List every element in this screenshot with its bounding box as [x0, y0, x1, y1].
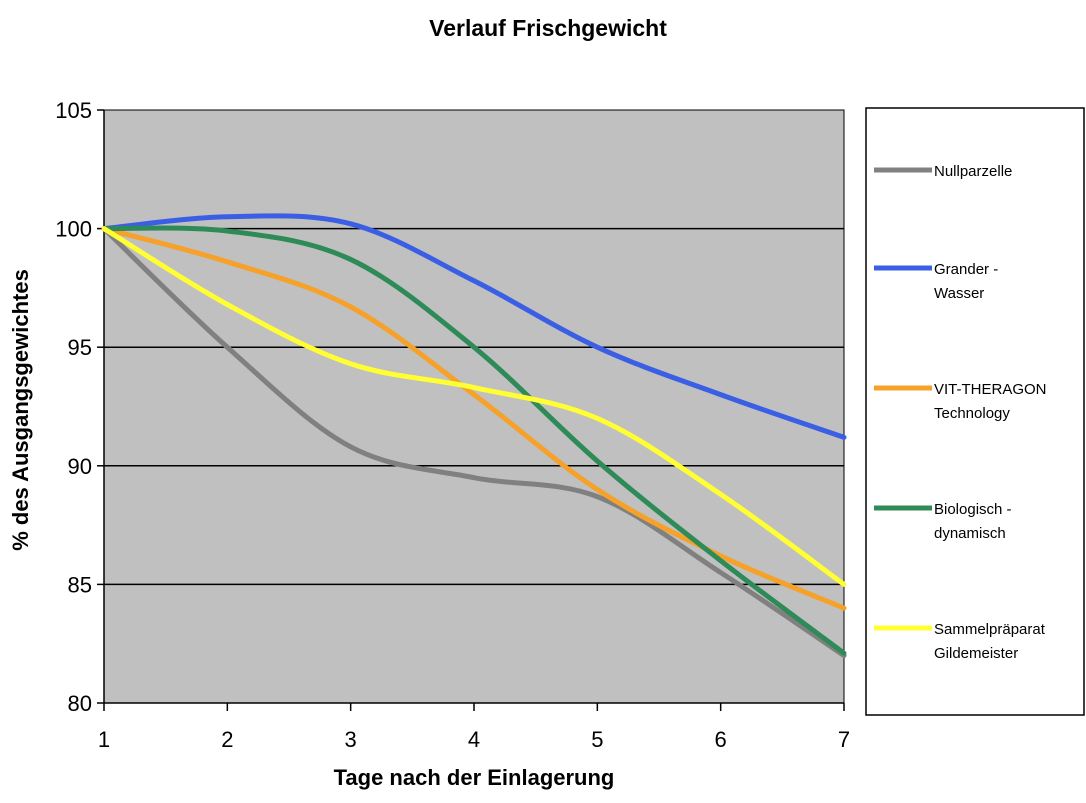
x-axis-title: Tage nach der Einlagerung: [334, 765, 615, 790]
legend-label-4-1: Biologisch -: [934, 501, 1012, 518]
legend: Nullparzelle Grander - Wasser VIT-THERAGON T…: [874, 163, 1047, 662]
legend-label-1-1: Nullparzelle: [934, 163, 1012, 180]
legend-label-2-1: Grander -: [934, 261, 998, 278]
legend-box: [865, 107, 1085, 716]
y-tick-label-90: 90: [68, 454, 92, 479]
x-tick-label-1: 1: [98, 727, 110, 752]
y-tick-label-80: 80: [68, 691, 92, 716]
series-line-4: [101, 225, 847, 656]
y-tick-label-105: 105: [55, 98, 92, 123]
x-tick-label-4: 4: [468, 727, 480, 752]
plot-area: [103, 109, 845, 704]
legend-label-4-2: dynamisch: [934, 525, 1006, 542]
x-tick-label-2: 2: [221, 727, 233, 752]
legend-label-5-2: Gildemeister: [934, 645, 1018, 662]
legend-label-2-2: Wasser: [934, 285, 984, 302]
x-tick-label-7: 7: [838, 727, 850, 752]
legend-label-3-1: VIT-THERAGON: [934, 381, 1047, 398]
y-tick-label-100: 100: [55, 217, 92, 242]
series-lines: [101, 213, 847, 659]
series-line-5: [101, 226, 847, 587]
legend-label-3-2: Technology: [934, 405, 1010, 422]
tick-labels: 80 85 90 95 100 105 1 2 3 4 5 6 7: [55, 98, 850, 752]
y-tick-label-85: 85: [68, 572, 92, 597]
x-tick-label-3: 3: [345, 727, 357, 752]
series-line-3: [101, 226, 847, 611]
chart-title: Verlauf Frischgewicht: [429, 15, 667, 41]
legend-label-5-1: Sammelpräparat: [934, 621, 1046, 638]
axes: [97, 109, 845, 711]
series-line-1: [101, 226, 847, 659]
y-tick-label-95: 95: [68, 335, 92, 360]
y-axis-title: % des Ausgangsgewichtes: [8, 269, 33, 551]
x-tick-label-6: 6: [715, 727, 727, 752]
series-line-2: [101, 213, 847, 440]
x-tick-label-5: 5: [591, 727, 603, 752]
